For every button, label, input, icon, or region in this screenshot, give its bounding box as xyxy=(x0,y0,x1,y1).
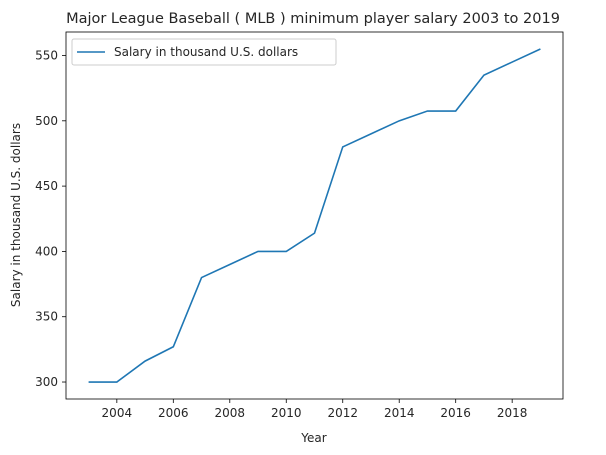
y-tick-label: 400 xyxy=(35,244,58,258)
y-tick-label: 300 xyxy=(35,375,58,389)
legend-label: Salary in thousand U.S. dollars xyxy=(114,45,298,59)
plot-frame xyxy=(65,31,564,400)
x-tick-label: 2012 xyxy=(327,406,358,420)
x-tick-label: 2010 xyxy=(271,406,302,420)
y-tick-label: 350 xyxy=(35,310,58,324)
chart-title: Major League Baseball ( MLB ) minimum pl… xyxy=(66,11,560,27)
y-tick-label: 500 xyxy=(35,114,58,128)
x-axis: 2004 2006 2008 2010 2012 2014 2016 2018 xyxy=(102,399,528,420)
x-axis-label: Year xyxy=(300,431,326,445)
x-tick-label: 2018 xyxy=(497,406,528,420)
plot-area: 2004 2006 2008 2010 2012 2014 2016 2018 300 350 4… xyxy=(35,31,564,420)
x-tick-label: 2006 xyxy=(158,406,189,420)
x-tick-label: 2008 xyxy=(215,406,246,420)
y-tick-label: 550 xyxy=(35,49,58,63)
y-tick-label: 450 xyxy=(35,179,58,193)
legend-box xyxy=(71,38,337,66)
x-tick-label: 2016 xyxy=(440,406,471,420)
y-axis-label: Salary in thousand U.S. dollars xyxy=(9,123,23,307)
series-line xyxy=(88,48,541,383)
y-axis: 300 350 400 450 500 550 xyxy=(35,49,66,389)
x-tick-label: 2004 xyxy=(102,406,133,420)
x-tick-label: 2014 xyxy=(384,406,415,420)
legend: Salary in thousand U.S. dollars xyxy=(71,38,337,66)
